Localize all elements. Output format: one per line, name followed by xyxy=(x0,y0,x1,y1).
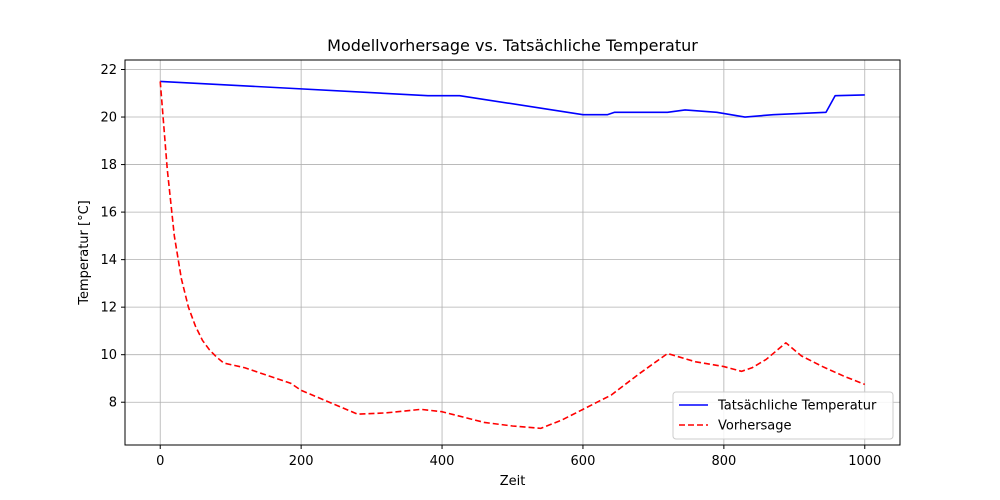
x-tick-label: 400 xyxy=(430,454,455,469)
y-tick-label: 18 xyxy=(100,158,117,173)
y-tick-label: 16 xyxy=(100,206,117,221)
y-tick-label: 20 xyxy=(100,111,117,126)
plot-lines xyxy=(159,80,866,430)
legend-label-1: Tatsächliche Temperatur xyxy=(717,399,877,414)
y-tick-label: 12 xyxy=(100,301,117,316)
x-tick-label: 0 xyxy=(156,454,164,469)
plot-frame xyxy=(124,59,901,446)
y-tick-label: 14 xyxy=(100,253,117,268)
x-tick-label: 800 xyxy=(711,454,736,469)
legend-label-2: Vorhersage xyxy=(718,419,792,434)
x-tick-label: 600 xyxy=(571,454,596,469)
y-tick-label: 8 xyxy=(109,396,117,411)
y-tick-label: 22 xyxy=(100,63,117,78)
y-ticks: 8 10 12 14 16 18 20 22 xyxy=(100,63,125,411)
y-tick-label: 10 xyxy=(100,348,117,363)
y-axis-label: Temperatur [°C] xyxy=(77,200,92,306)
series-line-2 xyxy=(159,81,866,430)
x-tick-label: 1000 xyxy=(848,454,881,469)
legend-box xyxy=(672,391,894,440)
x-axis-label: Zeit xyxy=(500,474,526,489)
legend: Tatsächliche Temperatur Vorhersage xyxy=(672,391,894,440)
x-tick-label: 200 xyxy=(289,454,314,469)
series-line-1 xyxy=(160,80,865,118)
x-ticks: 0 200 400 600 800 1000 xyxy=(156,445,881,469)
chart-title: Modellvorhersage vs. Tatsächliche Temper… xyxy=(327,36,698,55)
